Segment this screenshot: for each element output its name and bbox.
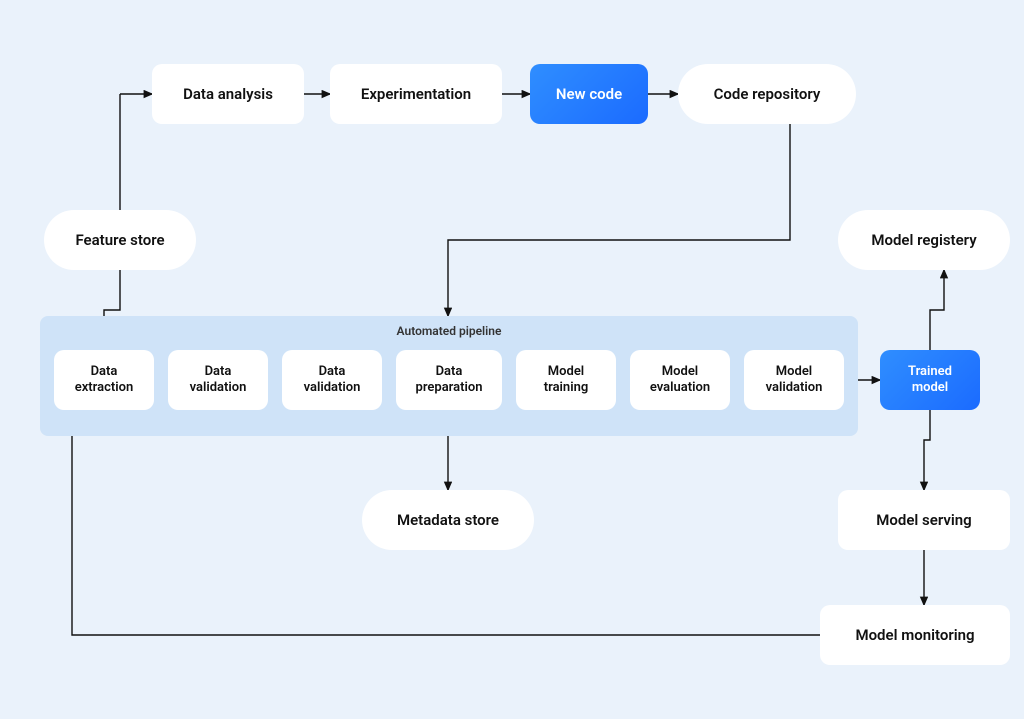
node-label: Trainedmodel (908, 364, 952, 395)
node-data-validation1: Datavalidation (168, 350, 268, 410)
node-metadata-store: Metadata store (362, 490, 534, 550)
node-model-validation: Modelvalidation (744, 350, 844, 410)
node-model-training: Modeltraining (516, 350, 616, 410)
diagram-canvas: Automated pipeline Data analysis Experime… (0, 0, 1024, 719)
node-model-monitoring: Model monitoring (820, 605, 1010, 665)
node-model-registery: Model registery (838, 210, 1010, 270)
node-label: Model serving (876, 511, 971, 529)
node-label: Modelevaluation (650, 364, 710, 395)
node-label: Model registery (871, 231, 976, 249)
edge-6 (448, 124, 790, 316)
node-label: Experimentation (361, 85, 471, 103)
node-label: Feature store (75, 231, 164, 249)
node-model-serving: Model serving (838, 490, 1010, 550)
node-label: Metadata store (397, 511, 499, 529)
node-data-analysis: Data analysis (152, 64, 304, 124)
node-model-evaluation: Modelevaluation (630, 350, 730, 410)
node-code-repo: Code repository (678, 64, 856, 124)
node-data-validation2: Datavalidation (282, 350, 382, 410)
node-experimentation: Experimentation (330, 64, 502, 124)
edge-15 (930, 270, 944, 350)
node-label: New code (556, 85, 622, 103)
node-label: Dataextraction (75, 364, 134, 395)
edge-16 (924, 410, 930, 490)
node-label: Datavalidation (304, 364, 361, 395)
node-data-extraction: Dataextraction (54, 350, 154, 410)
node-data-preparation: Datapreparation (396, 350, 502, 410)
node-label: Modelvalidation (766, 364, 823, 395)
node-label: Data analysis (183, 85, 273, 103)
node-trained-model: Trainedmodel (880, 350, 980, 410)
automated-pipeline-title: Automated pipeline (40, 324, 858, 338)
node-label: Datavalidation (190, 364, 247, 395)
node-label: Model monitoring (855, 626, 974, 644)
node-feature-store: Feature store (44, 210, 196, 270)
node-label: Code repository (714, 85, 821, 103)
node-label: Datapreparation (416, 364, 483, 395)
node-new-code: New code (530, 64, 648, 124)
node-label: Modeltraining (544, 364, 588, 395)
